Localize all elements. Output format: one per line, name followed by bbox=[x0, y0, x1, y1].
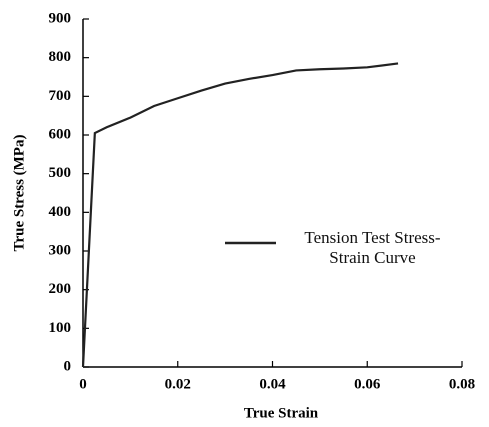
y-axis-label: True Stress (MPa) bbox=[11, 135, 27, 252]
y-tick-label: 600 bbox=[49, 126, 72, 142]
legend-label: Tension Test Stress-Strain Curve bbox=[304, 228, 441, 267]
data-line bbox=[81, 62, 399, 368]
x-tick-label: 0.08 bbox=[449, 376, 475, 392]
x-tick-label: 0 bbox=[79, 376, 87, 392]
y-tick-label: 400 bbox=[49, 204, 72, 220]
x-tick-label: 0.02 bbox=[165, 376, 191, 392]
x-tick-label: 0.04 bbox=[259, 376, 286, 392]
y-tick-label: 700 bbox=[49, 88, 72, 104]
y-tick-label: 800 bbox=[49, 49, 72, 65]
y-tick-label: 900 bbox=[49, 10, 72, 26]
y-tick-label: 100 bbox=[49, 320, 72, 336]
y-tick-label: 200 bbox=[49, 281, 72, 297]
x-axis-label: True Strain bbox=[244, 405, 319, 421]
x-tick-label: 0.06 bbox=[354, 376, 381, 392]
y-tick-label: 0 bbox=[64, 358, 72, 374]
y-tick-label: 500 bbox=[49, 165, 72, 181]
y-tick-label: 300 bbox=[49, 242, 72, 258]
